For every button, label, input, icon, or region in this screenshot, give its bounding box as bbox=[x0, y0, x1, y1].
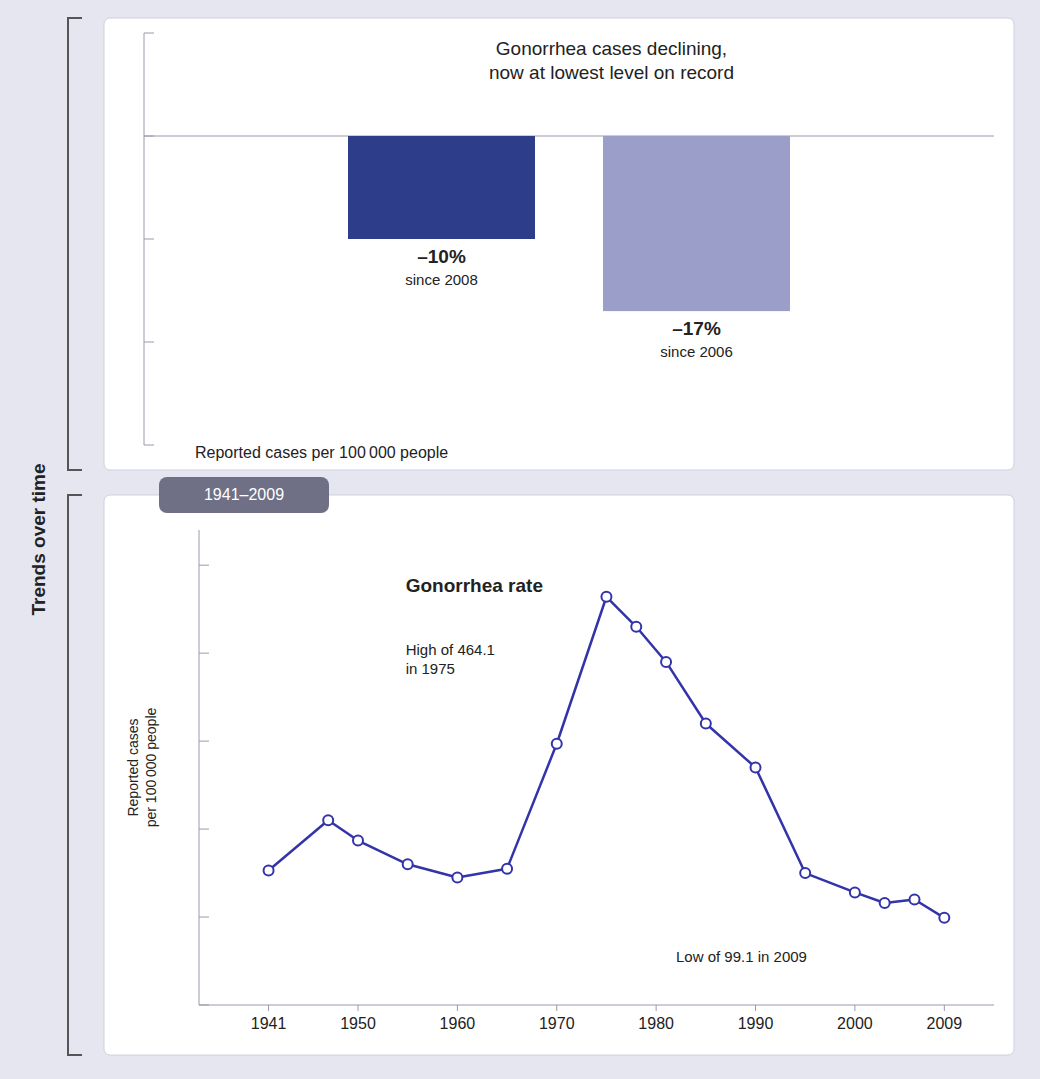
bracket bbox=[68, 495, 82, 1055]
x-tick-label: 1970 bbox=[539, 1015, 575, 1032]
page: Trends over time Gonorrhea cases declinin… bbox=[0, 0, 1040, 1079]
line bbox=[269, 597, 945, 918]
point bbox=[939, 913, 949, 923]
x-tick bbox=[457, 1005, 458, 1011]
annotation: High of 464.1 in 1975 bbox=[406, 641, 495, 677]
x-tick-label: 1941 bbox=[251, 1015, 287, 1032]
point bbox=[323, 815, 333, 825]
y-axis-label: Reported casesper 100 000 people bbox=[125, 708, 159, 828]
y-tick bbox=[199, 741, 209, 742]
bars bbox=[348, 136, 790, 311]
data-label: –10% bbox=[417, 246, 466, 267]
baseline bbox=[144, 136, 994, 137]
text-line: per 100 000 people bbox=[143, 708, 159, 828]
point bbox=[403, 859, 413, 869]
bracket-line bbox=[68, 18, 82, 470]
x-tick-label: 1990 bbox=[738, 1015, 774, 1032]
x-tick bbox=[656, 1005, 657, 1011]
x-tick bbox=[556, 1005, 557, 1011]
point bbox=[850, 887, 860, 897]
point bbox=[800, 868, 810, 878]
x-tick-label: 2009 bbox=[927, 1015, 963, 1032]
y-tick bbox=[199, 565, 209, 566]
bar bbox=[603, 136, 790, 311]
page-title: Trends over time bbox=[28, 463, 49, 615]
subtitle: 1941–2009 bbox=[204, 486, 284, 503]
chart-title: Gonorrhea rate bbox=[406, 575, 543, 596]
y-tick bbox=[144, 445, 154, 446]
bar bbox=[348, 136, 535, 239]
point bbox=[452, 872, 462, 882]
y-tick bbox=[144, 33, 154, 34]
x-tick-label: 2000 bbox=[837, 1015, 873, 1032]
panel bbox=[104, 18, 1014, 470]
series bbox=[264, 592, 950, 923]
x-tick-label: 1960 bbox=[440, 1015, 476, 1032]
point bbox=[751, 763, 761, 773]
category-label: since 2006 bbox=[660, 343, 733, 360]
y-tick bbox=[144, 239, 154, 240]
point bbox=[661, 657, 671, 667]
point bbox=[880, 898, 890, 908]
point bbox=[552, 739, 562, 749]
point bbox=[601, 592, 611, 602]
bar-chart: Gonorrhea cases declining, now at lowest … bbox=[144, 33, 994, 461]
badge-box bbox=[159, 477, 329, 513]
point bbox=[910, 894, 920, 904]
y-tick bbox=[199, 1005, 209, 1006]
text-line: High of 464.1 bbox=[406, 641, 495, 658]
data-label: –17% bbox=[672, 318, 721, 339]
category-label: since 2008 bbox=[405, 271, 478, 288]
point bbox=[502, 864, 512, 874]
point bbox=[353, 836, 363, 846]
y-tick bbox=[144, 342, 154, 343]
text-line: Reported cases bbox=[125, 718, 141, 816]
y-tick bbox=[199, 917, 209, 918]
annotation: Low of 99.1 in 2009 bbox=[676, 947, 807, 964]
panel bbox=[104, 495, 1014, 1055]
x-tick bbox=[755, 1005, 756, 1011]
bracket-line bbox=[68, 495, 82, 1055]
y-axis bbox=[199, 530, 200, 1005]
text-line: Gonorrhea cases declining, bbox=[496, 38, 727, 59]
text-line: Low of 99.1 in 2009 bbox=[676, 947, 807, 964]
x-tick bbox=[268, 1005, 269, 1011]
text-line: now at lowest level on record bbox=[489, 62, 734, 83]
x-tick bbox=[854, 1005, 855, 1011]
point bbox=[264, 865, 274, 875]
bracket bbox=[68, 18, 82, 470]
y-tick bbox=[199, 653, 209, 654]
line-chart: 1941 1950 1960 1970 1980 1990 2000 2009 Reported… bbox=[125, 477, 994, 1032]
chart-title: Gonorrhea cases declining, now at lowest … bbox=[489, 38, 734, 83]
x-axis bbox=[199, 1005, 994, 1006]
point bbox=[701, 719, 711, 729]
y-tick bbox=[199, 829, 209, 830]
x-tick bbox=[358, 1005, 359, 1011]
x-axis-label: Reported cases per 100 000 people bbox=[195, 444, 448, 461]
date-badge: 1941–2009 bbox=[159, 477, 329, 513]
x-tick-label: 1950 bbox=[340, 1015, 376, 1032]
text-line: in 1975 bbox=[406, 660, 455, 677]
x-tick bbox=[944, 1005, 945, 1011]
point bbox=[631, 622, 641, 632]
x-tick-label: 1980 bbox=[638, 1015, 674, 1032]
